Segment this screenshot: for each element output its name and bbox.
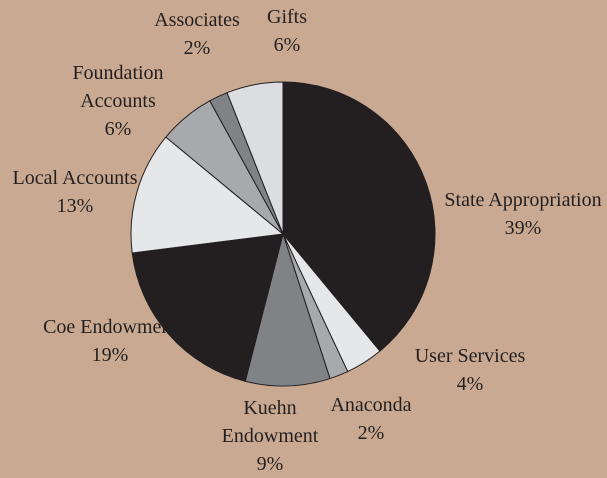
- value-label: 6%: [104, 118, 132, 140]
- slice-label: Local Accounts 13%: [10, 164, 140, 220]
- value-label: 13%: [56, 195, 94, 217]
- value-label: 39%: [504, 217, 542, 239]
- category-label: Gifts: [267, 6, 307, 28]
- slice-label: Anaconda 2%: [316, 391, 426, 447]
- value-label: 9%: [256, 453, 284, 475]
- category-label: State Appropriation: [444, 189, 602, 211]
- pie-slice: [131, 233, 284, 382]
- category-label: Local Accounts: [12, 167, 138, 189]
- value-label: 2%: [183, 37, 211, 59]
- category-label: Coe Endowment: [43, 316, 177, 338]
- slice-label: Gifts 6%: [247, 3, 327, 59]
- category-label: Associates: [154, 9, 240, 31]
- pie-slice: [130, 136, 285, 254]
- pie-slice: [226, 81, 284, 235]
- slice-label: Kuehn Endowment 9%: [195, 394, 345, 478]
- category-label: Foundation Accounts: [72, 62, 164, 112]
- pie-slice: [244, 232, 331, 387]
- category-label: Anaconda: [330, 394, 412, 416]
- slice-label: Foundation Accounts 6%: [43, 59, 193, 143]
- value-label: 19%: [91, 344, 129, 366]
- value-label: 2%: [357, 422, 385, 444]
- value-label: 6%: [273, 34, 301, 56]
- slice-label: State Appropriation 39%: [438, 186, 607, 242]
- category-label: Kuehn Endowment: [221, 397, 319, 447]
- value-label: 4%: [456, 373, 484, 395]
- slice-label: User Services 4%: [385, 342, 555, 398]
- slice-label: Coe Endowment 19%: [35, 313, 185, 369]
- pie-slice: [282, 81, 436, 352]
- slice-label: Associates 2%: [142, 6, 252, 62]
- category-label: User Services: [414, 345, 526, 367]
